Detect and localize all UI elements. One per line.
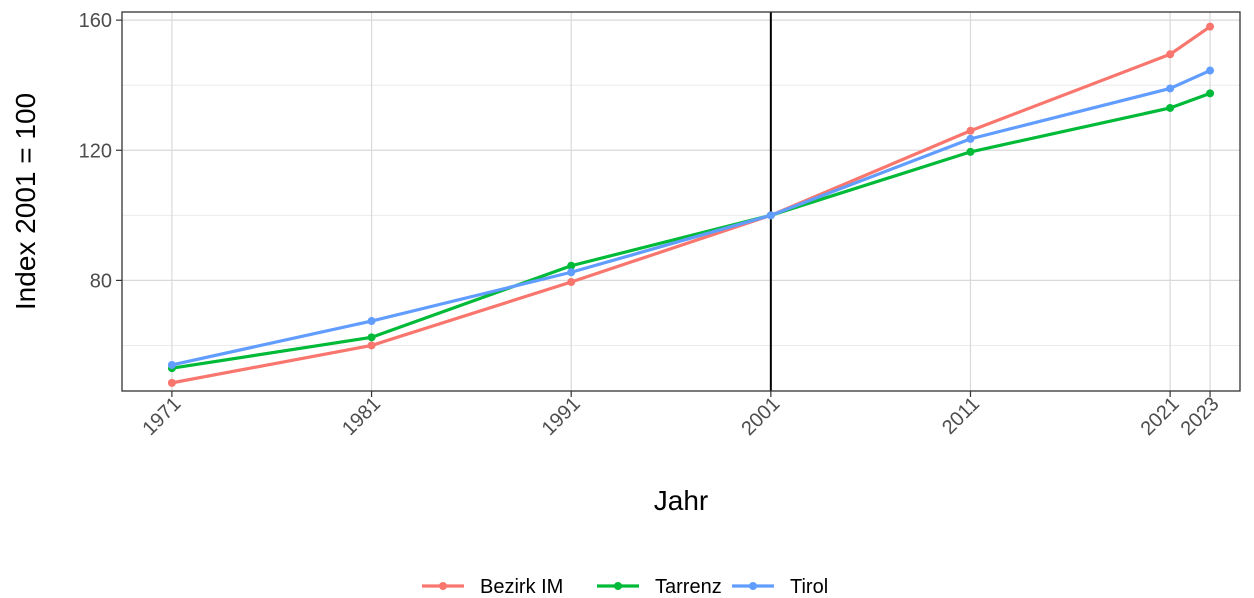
data-point	[966, 147, 975, 156]
x-axis-title: Jahr	[654, 485, 708, 516]
x-tick-label: 2011	[938, 393, 984, 439]
x-tick-label: 2001	[737, 393, 784, 440]
data-point	[1206, 66, 1215, 75]
y-tick-label: 120	[79, 140, 112, 162]
data-point	[966, 126, 975, 135]
x-tick-label: 2023	[1177, 393, 1224, 440]
series-line	[171, 69, 1211, 367]
legend: Bezirk IM Tarrenz Tirol	[422, 576, 828, 598]
legend-label: Tarrenz	[655, 576, 722, 598]
y-tick-label: 80	[90, 270, 112, 292]
data-point	[167, 360, 176, 369]
series-layer	[167, 22, 1215, 387]
legend-item-tarrenz: Tarrenz	[597, 576, 722, 598]
data-point	[1206, 22, 1215, 31]
legend-item-tirol: Tirol	[732, 576, 828, 598]
legend-key-point	[749, 582, 757, 590]
data-point	[1206, 89, 1215, 98]
data-point	[966, 134, 975, 143]
data-point	[766, 211, 775, 220]
legend-label: Tirol	[790, 576, 828, 598]
data-point	[1166, 84, 1175, 93]
x-tick-label: 2021	[1137, 393, 1184, 440]
data-point	[567, 278, 576, 287]
y-tick-label: 160	[79, 10, 112, 32]
legend-label: Bezirk IM	[480, 576, 563, 598]
data-point	[367, 317, 376, 326]
y-axis-ticks: 80 120 160	[79, 10, 122, 292]
plot-panel-border	[121, 11, 1241, 392]
data-point	[367, 333, 376, 342]
data-point	[567, 261, 576, 270]
data-point	[1166, 103, 1175, 112]
series-line	[171, 91, 1211, 370]
x-tick-label: 1981	[338, 393, 385, 440]
legend-key-point	[614, 582, 622, 590]
series-tirol	[167, 66, 1215, 369]
data-point	[1166, 50, 1175, 59]
data-point	[567, 268, 576, 277]
x-tick-label: 1991	[538, 393, 585, 440]
gridlines	[122, 12, 1240, 391]
y-axis-title: Index 2001 = 100	[10, 93, 41, 310]
data-point	[367, 341, 376, 350]
legend-item-bezirk-im: Bezirk IM	[422, 576, 563, 598]
legend-key-point	[439, 582, 447, 590]
x-tick-label: 1971	[138, 393, 185, 440]
data-point	[167, 378, 176, 387]
